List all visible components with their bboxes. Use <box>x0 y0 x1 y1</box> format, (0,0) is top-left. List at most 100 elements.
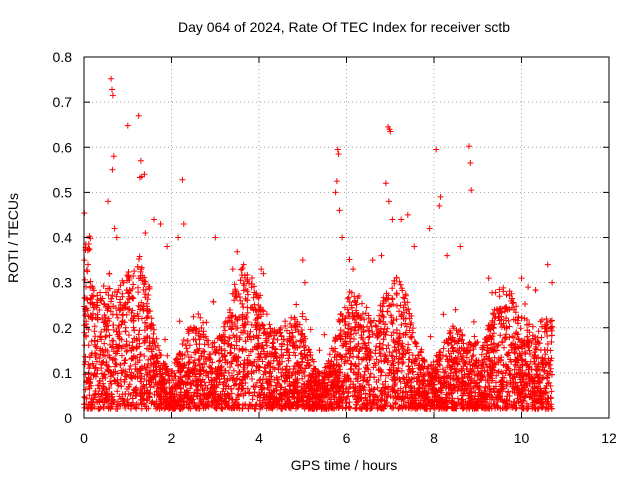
data-point <box>92 333 99 340</box>
data-point <box>347 383 354 390</box>
data-point <box>114 370 121 377</box>
data-point <box>346 298 353 305</box>
data-point <box>535 328 542 335</box>
data-point <box>405 363 412 370</box>
data-point <box>194 346 201 353</box>
data-point <box>522 301 528 307</box>
data-point <box>362 390 369 397</box>
data-point <box>238 272 245 278</box>
data-point <box>348 360 355 367</box>
data-point <box>405 356 412 363</box>
data-point <box>345 294 352 301</box>
data-point <box>226 335 233 342</box>
data-point <box>396 330 403 337</box>
data-point <box>391 381 398 388</box>
data-point <box>375 359 382 365</box>
data-point <box>197 314 204 321</box>
data-point <box>130 324 137 331</box>
data-point <box>239 300 246 307</box>
data-point <box>367 318 374 325</box>
data-point <box>198 382 205 389</box>
data-point <box>396 308 402 315</box>
data-point <box>236 294 243 300</box>
data-point <box>496 286 503 293</box>
data-point <box>316 347 323 354</box>
data-point <box>198 324 205 331</box>
data-point <box>409 352 416 359</box>
data-point <box>406 327 413 334</box>
data-point <box>383 345 390 352</box>
data-point <box>94 292 101 299</box>
data-point <box>81 276 88 283</box>
data-point <box>111 355 118 362</box>
data-point <box>176 318 183 325</box>
data-point <box>421 385 428 392</box>
data-point <box>393 316 400 323</box>
data-point <box>401 309 407 316</box>
data-point <box>503 331 510 338</box>
data-point <box>86 385 93 392</box>
data-point <box>298 350 305 357</box>
data-point <box>369 328 376 335</box>
data-point <box>547 324 554 331</box>
data-point <box>510 316 517 323</box>
data-point <box>454 395 461 402</box>
data-point <box>112 360 119 367</box>
data-point <box>217 357 224 364</box>
data-point <box>427 333 434 340</box>
data-point <box>510 299 517 306</box>
data-point <box>389 295 396 302</box>
data-point <box>371 317 377 324</box>
data-point <box>240 368 247 375</box>
data-point <box>298 332 305 338</box>
data-point <box>274 336 281 343</box>
data-point <box>98 329 105 335</box>
data-point <box>495 341 502 348</box>
data-point <box>367 370 374 377</box>
data-point <box>471 333 478 340</box>
data-point <box>478 351 485 358</box>
data-point <box>136 327 143 334</box>
data-point <box>263 311 270 318</box>
data-point <box>245 291 251 298</box>
data-point <box>100 283 107 289</box>
data-point <box>371 360 378 367</box>
data-point <box>446 330 453 337</box>
data-point <box>292 352 299 359</box>
data-point <box>130 281 137 288</box>
data-point <box>97 289 104 296</box>
data-point <box>92 391 98 398</box>
data-point <box>226 334 233 341</box>
data-point <box>494 342 501 349</box>
data-point <box>376 350 383 357</box>
data-point <box>491 306 498 313</box>
data-point <box>355 327 362 333</box>
data-point <box>266 321 273 328</box>
data-point <box>489 289 496 296</box>
data-point <box>184 348 191 355</box>
data-point <box>503 291 510 298</box>
data-point <box>351 336 357 342</box>
data-point <box>96 307 103 313</box>
data-point <box>196 356 203 363</box>
data-point <box>348 289 355 296</box>
data-point <box>88 338 95 345</box>
data-points <box>81 75 556 412</box>
data-point <box>417 366 424 373</box>
data-point <box>128 309 135 316</box>
data-point <box>123 348 130 355</box>
data-point <box>523 400 530 407</box>
data-point <box>141 353 148 359</box>
data-point <box>441 369 448 376</box>
data-point <box>365 327 372 334</box>
data-point <box>373 343 380 350</box>
data-point <box>500 288 507 295</box>
data-point <box>131 268 138 275</box>
data-point <box>200 319 207 326</box>
data-point <box>162 336 168 343</box>
data-point <box>220 323 227 330</box>
data-point <box>113 311 120 318</box>
data-point <box>127 363 134 369</box>
data-point <box>497 332 504 339</box>
data-point <box>251 289 258 296</box>
